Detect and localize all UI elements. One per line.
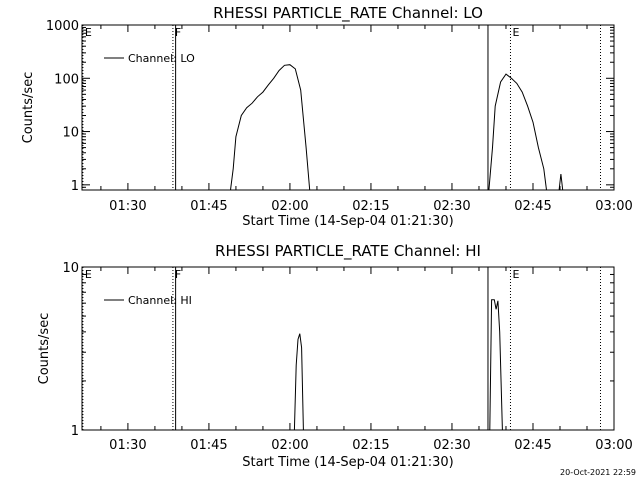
chart-title: RHESSI PARTICLE_RATE Channel: HI [215, 242, 481, 261]
event-marker-label: E [85, 26, 92, 39]
chart-panel-lo: RHESSI PARTICLE_RATE Channel: LO Start Ti… [21, 4, 633, 229]
plot-frame [81, 266, 615, 431]
event-marker-label: E [85, 268, 92, 281]
chart-title: RHESSI PARTICLE_RATE Channel: LO [213, 4, 483, 23]
x-tick-label: 02:00 [271, 199, 308, 214]
x-tick-label: 02:30 [433, 199, 470, 214]
data-series-line [293, 333, 304, 431]
x-tick-label: 01:30 [109, 199, 146, 214]
event-marker-label: F [175, 268, 181, 281]
chart-panel-hi: RHESSI PARTICLE_RATE Channel: HI Start Ti… [37, 242, 633, 470]
x-tick-label: 02:15 [352, 438, 389, 453]
y-tick-label: 10 [62, 261, 79, 276]
legend-entry: Channel: HI [128, 294, 192, 307]
x-tick-label: 02:45 [514, 438, 551, 453]
y-axis-label: Counts/sec [37, 313, 52, 385]
data-series-line [488, 73, 547, 191]
x-tick-label: 02:45 [514, 199, 551, 214]
data-series-line [558, 173, 564, 191]
event-marker-label: F [175, 26, 181, 39]
timestamp-label: 20-Oct-2021 22:59 [560, 468, 636, 477]
y-tick-label: 1000 [46, 19, 79, 34]
y-tick-label: 1 [71, 179, 79, 194]
x-axis-label: Start Time (14-Sep-04 01:21:30) [242, 214, 453, 229]
y-axis-label: Counts/sec [21, 72, 36, 144]
x-tick-label: 03:00 [595, 438, 632, 453]
y-tick-label: 100 [54, 72, 79, 87]
x-tick-label: 02:00 [271, 438, 308, 453]
event-marker-label: E [512, 268, 519, 281]
plot-frame [81, 24, 615, 191]
x-tick-label: 01:30 [109, 438, 146, 453]
legend-entry: Channel: LO [128, 52, 195, 65]
y-tick-label: 1 [71, 424, 79, 439]
event-marker-label: E [512, 26, 519, 39]
data-series-line [489, 299, 503, 431]
x-tick-label: 02:15 [352, 199, 389, 214]
x-tick-label: 01:45 [190, 199, 227, 214]
x-axis-label: Start Time (14-Sep-04 01:21:30) [242, 455, 453, 470]
x-tick-label: 03:00 [595, 199, 632, 214]
data-series-line [230, 64, 311, 191]
x-tick-label: 02:30 [433, 438, 470, 453]
y-tick-label: 10 [62, 126, 79, 141]
x-tick-label: 01:45 [190, 438, 227, 453]
